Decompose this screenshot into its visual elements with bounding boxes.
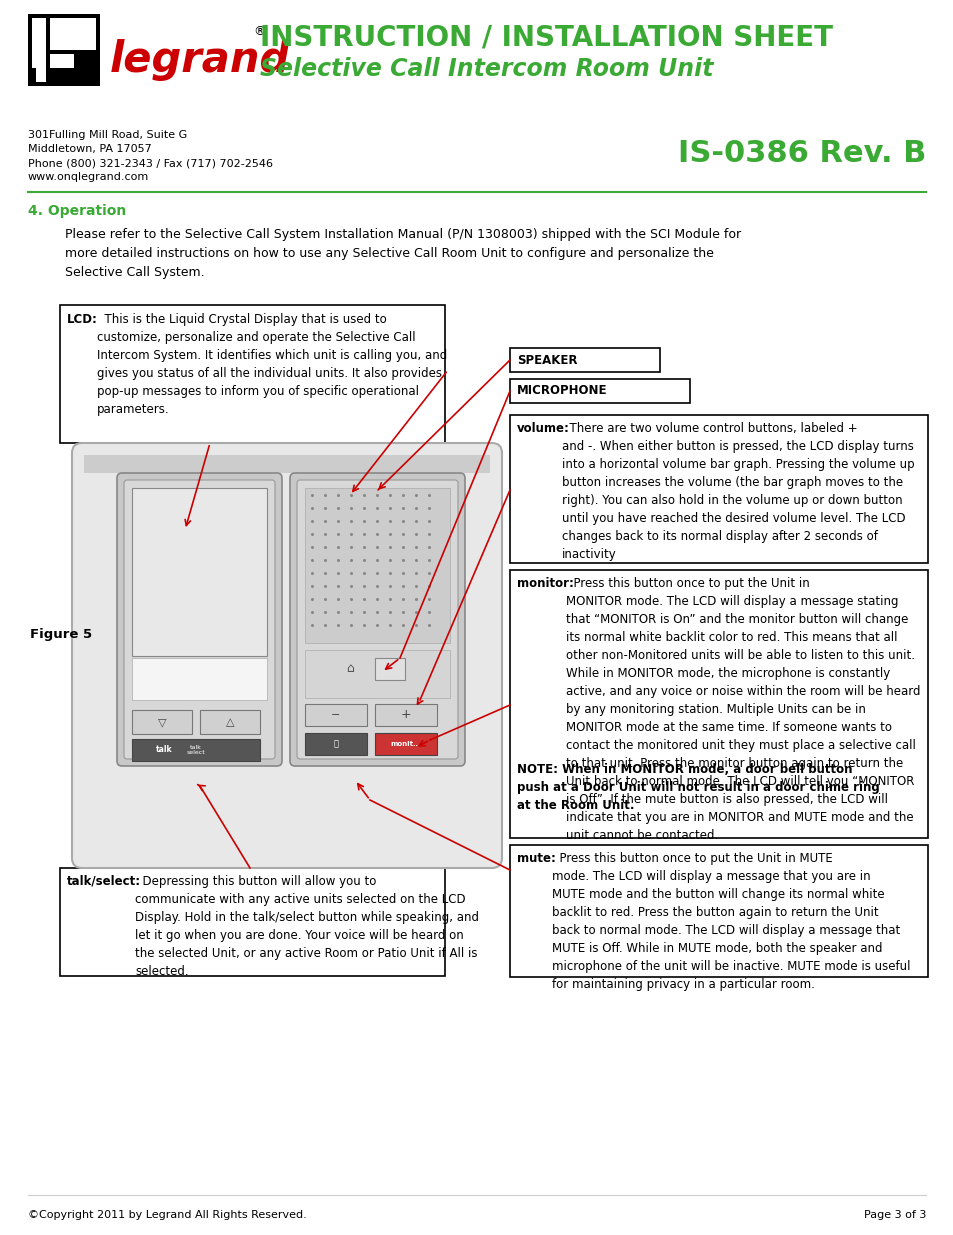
Bar [50,19,96,49]
Bar [132,658,267,700]
Text: 🔇: 🔇 [334,740,338,748]
Text: −: − [331,710,340,720]
Text: Phone (800) 321-2343 / Fax (717) 702-2546: Phone (800) 321-2343 / Fax (717) 702-254… [28,158,273,168]
Text: ©Copyright 2011 by Legrand All Rights Reserved.: ©Copyright 2011 by Legrand All Rights Re… [28,1210,307,1220]
FancyBboxPatch shape [290,473,464,766]
Bar [84,454,490,473]
Text: IS-0386 Rev. B: IS-0386 Rev. B [677,140,925,168]
Text: mute:: mute: [517,852,556,864]
Bar [375,704,436,726]
Text: Selective Call Intercom Room Unit: Selective Call Intercom Room Unit [260,57,713,82]
Text: There are two volume control buttons, labeled +
and -. When either button is pre: There are two volume control buttons, la… [561,422,914,561]
Text: ▽: ▽ [157,718,166,727]
Text: Middletown, PA 17057: Middletown, PA 17057 [28,144,152,154]
FancyBboxPatch shape [71,443,501,868]
Text: △: △ [226,718,234,727]
Text: Please refer to the Selective Call System Installation Manual (P/N 1308003) ship: Please refer to the Selective Call Syste… [65,228,740,279]
Bar [305,650,450,698]
Text: www.onqlegrand.com: www.onqlegrand.com [28,172,149,182]
Bar [132,488,267,656]
Text: legrand: legrand [110,40,290,82]
Text: Press this button once to put the Unit in
MONITOR mode. The LCD will display a m: Press this button once to put the Unit i… [565,577,920,842]
Bar [510,571,927,839]
Text: 301Fulling Mill Road, Suite G: 301Fulling Mill Road, Suite G [28,130,187,140]
Bar [375,658,405,680]
Text: +: + [400,709,411,721]
Text: talk/select:: talk/select: [67,876,141,888]
Bar [132,739,260,761]
Bar [510,379,689,403]
Bar [132,710,192,734]
Text: MICROPHONE: MICROPHONE [517,384,607,398]
FancyBboxPatch shape [117,473,282,766]
Bar [305,704,367,726]
Text: monit…: monit… [391,741,420,747]
Text: Press this button once to put the Unit in MUTE
mode. The LCD will display a mess: Press this button once to put the Unit i… [552,852,909,990]
Bar [305,488,450,643]
FancyBboxPatch shape [296,480,457,760]
Text: talk
select: talk select [187,745,205,755]
Bar [28,14,100,86]
Text: Depressing this button will allow you to
communicate with any active units selec: Depressing this button will allow you to… [135,876,478,978]
Bar [60,305,444,443]
Text: volume:: volume: [517,422,569,435]
Text: ®: ® [253,26,265,38]
Text: LCD:: LCD: [67,312,98,326]
Text: 4. Operation: 4. Operation [28,204,126,219]
Text: SPEAKER: SPEAKER [517,353,577,367]
FancyBboxPatch shape [124,480,274,760]
Text: This is the Liquid Crystal Display that is used to
customize, personalize and op: This is the Liquid Crystal Display that … [97,312,447,416]
Bar [36,54,46,82]
Bar [305,734,367,755]
Text: NOTE: When in MONITOR mode, a door bell button
push at a Door Unit will not resu: NOTE: When in MONITOR mode, a door bell … [517,763,879,811]
Bar [50,54,74,68]
Text: Page 3 of 3: Page 3 of 3 [862,1210,925,1220]
Text: INSTRUCTION / INSTALLATION SHEET: INSTRUCTION / INSTALLATION SHEET [260,23,832,52]
Text: monitor:: monitor: [517,577,574,590]
Bar [200,710,260,734]
Text: ⌂: ⌂ [346,662,354,674]
Bar [32,19,46,68]
Bar [375,734,436,755]
Text: Figure 5: Figure 5 [30,629,92,641]
Text: talk: talk [155,746,172,755]
Bar [60,868,444,976]
Bar [510,845,927,977]
Bar [510,415,927,563]
Bar [510,348,659,372]
